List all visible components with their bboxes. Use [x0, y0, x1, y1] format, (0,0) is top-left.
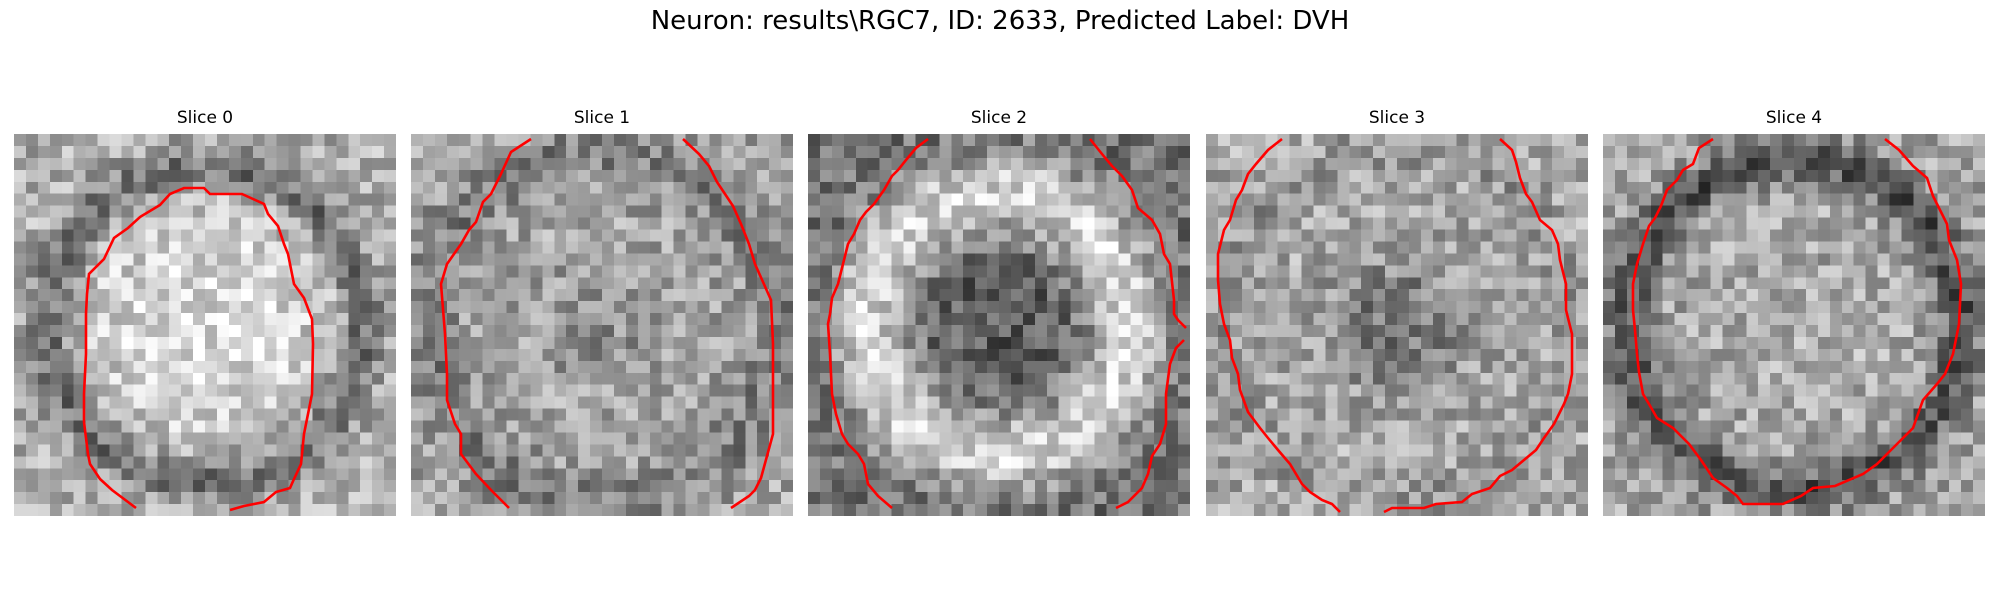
slice-title-1: Slice 1 — [573, 108, 631, 128]
figure-title: Neuron: results\RGC7, ID: 2633, Predicte… — [650, 6, 1350, 36]
slice-panel-4 — [1603, 134, 1985, 516]
slice-image-2 — [808, 134, 1190, 516]
roi-contour-0 — [82, 186, 315, 512]
slice-panel-1 — [411, 134, 793, 516]
slice-title-3: Slice 3 — [1368, 108, 1426, 128]
slice-panel-2 — [808, 134, 1190, 516]
slice-title-0: Slice 0 — [176, 108, 234, 128]
roi-contour-3 — [1216, 137, 1574, 514]
roi-contour-4 — [1631, 137, 1963, 506]
slice-panel-0 — [14, 134, 396, 516]
slice-image-3 — [1206, 134, 1588, 516]
slice-image-4 — [1603, 134, 1985, 516]
slice-image-0 — [14, 134, 396, 516]
slice-title-2: Slice 2 — [970, 108, 1028, 128]
roi-contour-1 — [439, 137, 775, 510]
slice-panel-3 — [1206, 134, 1588, 516]
slice-title-4: Slice 4 — [1765, 108, 1823, 128]
slice-image-1 — [411, 134, 793, 516]
roi-contour-2 — [826, 137, 1187, 510]
